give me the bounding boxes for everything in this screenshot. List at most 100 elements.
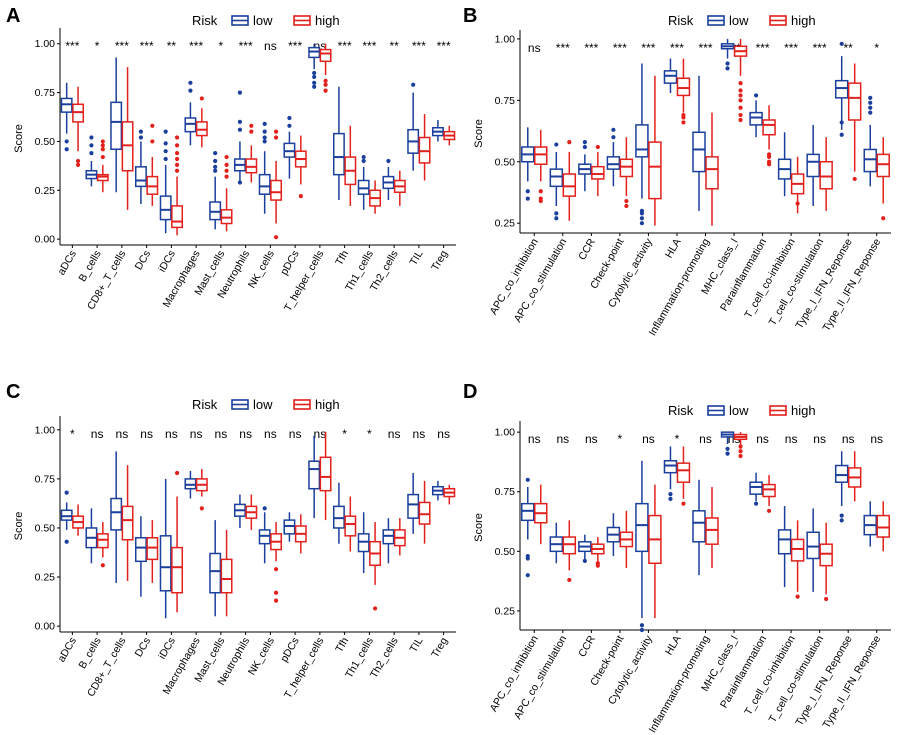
box-high	[344, 125, 357, 206]
box-low	[184, 80, 197, 146]
box-high	[790, 156, 805, 214]
legend-key-high: high	[293, 397, 340, 412]
outlier-point	[64, 147, 69, 152]
y-axis-label: Score	[473, 119, 485, 148]
category-group: iDCs **	[156, 39, 184, 274]
significance-label: ns	[264, 39, 277, 53]
significance-label: ns	[528, 41, 541, 55]
box-high	[195, 469, 208, 511]
outlier-point	[312, 70, 317, 76]
box-high	[171, 135, 184, 236]
box-high	[319, 43, 332, 93]
category-group: CCR ***	[576, 41, 605, 262]
box-low	[749, 472, 763, 506]
y-tick-label: 1.00	[35, 38, 56, 50]
significance-label: *	[219, 39, 224, 53]
outlier-point	[213, 164, 218, 169]
significance-label: ns	[528, 432, 541, 446]
outlier-point	[224, 168, 229, 173]
panel-letter: D	[463, 381, 477, 403]
category-group: TIL ***	[407, 39, 431, 268]
iqr-box	[648, 141, 662, 200]
significance-label: ***	[756, 41, 770, 55]
significance-label: ***	[437, 39, 451, 53]
outlier-point	[681, 120, 686, 125]
iqr-box	[705, 517, 719, 545]
box-high	[762, 105, 776, 167]
iqr-box	[806, 153, 820, 178]
significance-label: ns	[239, 427, 252, 441]
legend: Risk low high	[192, 397, 340, 412]
box-low	[663, 446, 678, 501]
outlier-point	[839, 41, 844, 46]
box-high	[534, 484, 548, 545]
box-low	[720, 38, 735, 71]
iqr-box	[319, 48, 332, 63]
significance-label: ***	[584, 41, 598, 55]
iqr-box	[663, 70, 678, 84]
panel-letter: C	[6, 381, 20, 403]
outlier-point	[582, 144, 587, 150]
outlier-point	[582, 139, 587, 145]
outlier-point	[163, 149, 168, 154]
x-tick-label: pDCs	[278, 636, 302, 665]
outlier-point	[312, 84, 317, 89]
outlier-point	[738, 117, 743, 123]
significance-label: ns	[556, 432, 569, 446]
box-low	[60, 82, 73, 152]
significance-label: ns	[785, 432, 798, 446]
legend-key-high: high	[769, 403, 816, 418]
x-tick-label: CCR	[576, 236, 598, 262]
outlier-point	[624, 198, 629, 204]
category-group: Treg ***	[429, 39, 456, 273]
outlier-point	[249, 123, 254, 128]
outlier-point	[681, 501, 686, 506]
x-tick-label: HLA	[663, 634, 684, 658]
outlier-point	[582, 558, 587, 563]
outlier-point	[868, 105, 873, 110]
box-low	[184, 471, 197, 499]
box-low	[635, 63, 649, 226]
box-low	[521, 127, 535, 201]
outlier-point	[611, 127, 616, 132]
box-high	[562, 520, 577, 583]
legend: Risk low high	[192, 13, 340, 28]
outlier-point	[287, 115, 292, 121]
legend-key-low: low	[231, 397, 273, 412]
box-high	[876, 137, 890, 221]
outlier-point	[538, 189, 543, 194]
y-tick-label: 0.75	[35, 473, 56, 485]
significance-label: ns	[264, 427, 277, 441]
box-low	[258, 506, 271, 564]
iqr-box	[332, 132, 345, 176]
x-tick-label: pDCs	[278, 249, 302, 278]
x-tick-label: APC_co_stimulation	[512, 633, 570, 721]
outlier-point	[273, 129, 279, 134]
category-group: Tfh ***	[332, 39, 357, 268]
outlier-point	[525, 477, 530, 482]
outlier-point	[738, 112, 743, 118]
y-tick-label: 0.25	[495, 218, 516, 230]
iqr-box	[676, 462, 691, 483]
x-tick-label: Treg	[429, 635, 450, 659]
y-tick-label: 1.00	[35, 424, 56, 436]
outlier-point	[738, 81, 743, 86]
significance-label: ***	[362, 39, 376, 53]
outlier-point	[174, 470, 180, 476]
y-axis-label: Score	[13, 512, 25, 541]
box-high	[705, 112, 719, 226]
iqr-box	[635, 124, 649, 158]
outlier-point	[199, 506, 204, 511]
box-low	[308, 435, 321, 519]
outlier-point	[213, 168, 218, 173]
outlier-point	[668, 492, 673, 497]
significance-label: ***	[189, 39, 203, 53]
box-high	[790, 520, 805, 599]
significance-label: **	[167, 39, 177, 53]
outlier-point	[595, 144, 600, 150]
box-low	[663, 58, 678, 93]
significance-label: ***	[556, 41, 570, 55]
box-low	[332, 482, 345, 544]
outlier-point	[237, 180, 243, 185]
